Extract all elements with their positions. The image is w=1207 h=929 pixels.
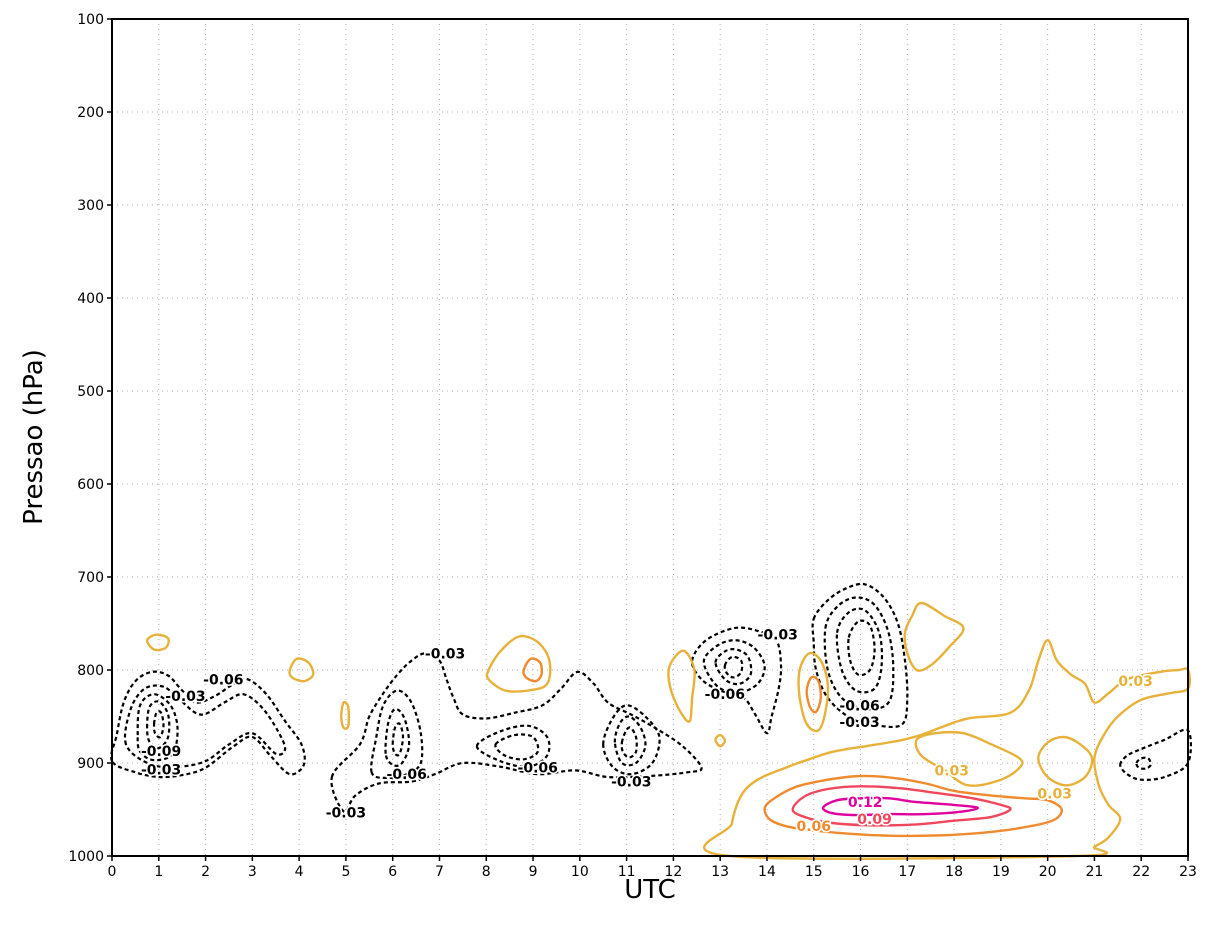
contour-line	[340, 700, 351, 730]
contour-line	[602, 704, 661, 776]
x-tick-label: 2	[201, 864, 210, 880]
contour-line	[330, 652, 703, 813]
contour-line	[690, 626, 783, 735]
contour-labels: -0.03-0.06-0.09-0.03-0.03-0.06 -0.06-0.03…	[139, 626, 1154, 837]
contour-lines	[110, 582, 1193, 860]
x-tick-label: 7	[435, 864, 444, 880]
contour-line	[1037, 735, 1094, 787]
y-tick-label: 700	[77, 570, 104, 586]
x-tick-label: 22	[1132, 864, 1150, 880]
y-tick-label: 600	[77, 477, 104, 493]
x-tick-label: 1	[154, 864, 163, 880]
contour-line	[475, 724, 551, 768]
x-tick-label: 16	[852, 864, 870, 880]
y-tick-label: 1000	[68, 849, 104, 865]
contour-line	[370, 689, 424, 780]
y-tick-label: 900	[77, 756, 104, 772]
contour-line	[485, 634, 552, 693]
x-tick-label: 0	[108, 864, 117, 880]
contour-label: -0.03	[326, 805, 366, 821]
contour-line	[522, 657, 544, 683]
x-tick-label: 8	[482, 864, 491, 880]
contour-label: -0.03	[611, 775, 651, 791]
y-tick-label: 200	[77, 105, 104, 121]
x-tick-label: 10	[571, 864, 589, 880]
contour-line	[763, 774, 1064, 838]
contour-line	[667, 649, 696, 723]
contour-line	[145, 633, 170, 652]
contour-line	[823, 596, 895, 711]
contour-label: -0.03	[425, 646, 465, 662]
y-tick-label: 400	[77, 291, 104, 307]
contour-label: -0.06	[518, 761, 558, 777]
contour-line	[152, 710, 165, 739]
contour-line	[914, 730, 1024, 787]
contour-line	[723, 655, 744, 679]
contour-line	[847, 619, 876, 677]
contour-label: -0.03	[839, 715, 879, 731]
x-tick-label: 18	[945, 864, 963, 880]
contour-line	[791, 785, 1012, 827]
grid-lines	[112, 19, 1188, 856]
y-tick-label: 800	[77, 663, 104, 679]
contour-label: -0.03	[141, 763, 181, 779]
x-tick-label: 20	[1039, 864, 1057, 880]
contour-label: -0.06	[203, 672, 243, 688]
contour-line	[391, 722, 405, 757]
contour-line	[714, 733, 727, 748]
contour-line	[805, 675, 823, 714]
x-tick-label: 21	[1086, 864, 1104, 880]
contour-label: -0.06	[387, 767, 427, 783]
contour-line	[494, 733, 540, 761]
x-tick-label: 13	[711, 864, 729, 880]
contour-line	[821, 796, 979, 817]
contour-line	[1119, 728, 1193, 781]
contour-line	[797, 651, 830, 733]
x-tick-label: 4	[295, 864, 304, 880]
contour-label: 0.03	[1037, 787, 1072, 803]
x-tick-label: 19	[992, 864, 1010, 880]
x-tick-label: 17	[898, 864, 916, 880]
y-axis-title: Pressao (hPa)	[19, 349, 49, 525]
contour-line	[136, 693, 179, 762]
contour-label: 0.12	[848, 795, 883, 811]
contour-line	[714, 648, 753, 686]
x-tick-label: 12	[664, 864, 682, 880]
y-tick-label: 300	[77, 198, 104, 214]
contour-line	[146, 700, 171, 750]
x-tick-label: 3	[248, 864, 257, 880]
x-tick-label: 5	[341, 864, 350, 880]
contour-line	[811, 582, 909, 729]
contour-label: -0.06	[705, 687, 745, 703]
contour-line	[1135, 756, 1152, 770]
contour-line	[703, 639, 1191, 860]
y-tick-label: 500	[77, 384, 104, 400]
contour-line	[903, 601, 965, 672]
contour-label: 0.06	[796, 819, 831, 835]
contour-label: 0.09	[857, 812, 892, 828]
contour-line	[288, 657, 315, 683]
contour-label: -0.06	[839, 698, 879, 714]
y-tick-label: 100	[77, 12, 104, 28]
x-axis-title: UTC	[624, 875, 676, 905]
contour-label: -0.03	[758, 628, 798, 644]
contour-line	[384, 707, 411, 767]
plot-frame	[111, 18, 1189, 857]
x-tick-label: 9	[529, 864, 538, 880]
contour-label: 0.03	[1118, 674, 1153, 690]
x-tick-label: 6	[388, 864, 397, 880]
contour-line	[613, 715, 647, 767]
contour-line	[620, 726, 638, 759]
x-tick-label: 11	[618, 864, 636, 880]
contour-label: 0.03	[934, 763, 969, 779]
contour-line	[123, 684, 287, 769]
contour-label: -0.03	[165, 689, 205, 705]
contour-label: -0.09	[141, 744, 181, 760]
contour-line	[835, 607, 884, 694]
axis-ticks: 0 1 2 3 4 5 6 7 8 9 10 11 12 13 14 15 16 17 18 19 20 21 22 2310…	[68, 12, 1197, 880]
x-tick-label: 15	[805, 864, 823, 880]
x-tick-label: 23	[1179, 864, 1197, 880]
x-tick-label: 14	[758, 864, 776, 880]
